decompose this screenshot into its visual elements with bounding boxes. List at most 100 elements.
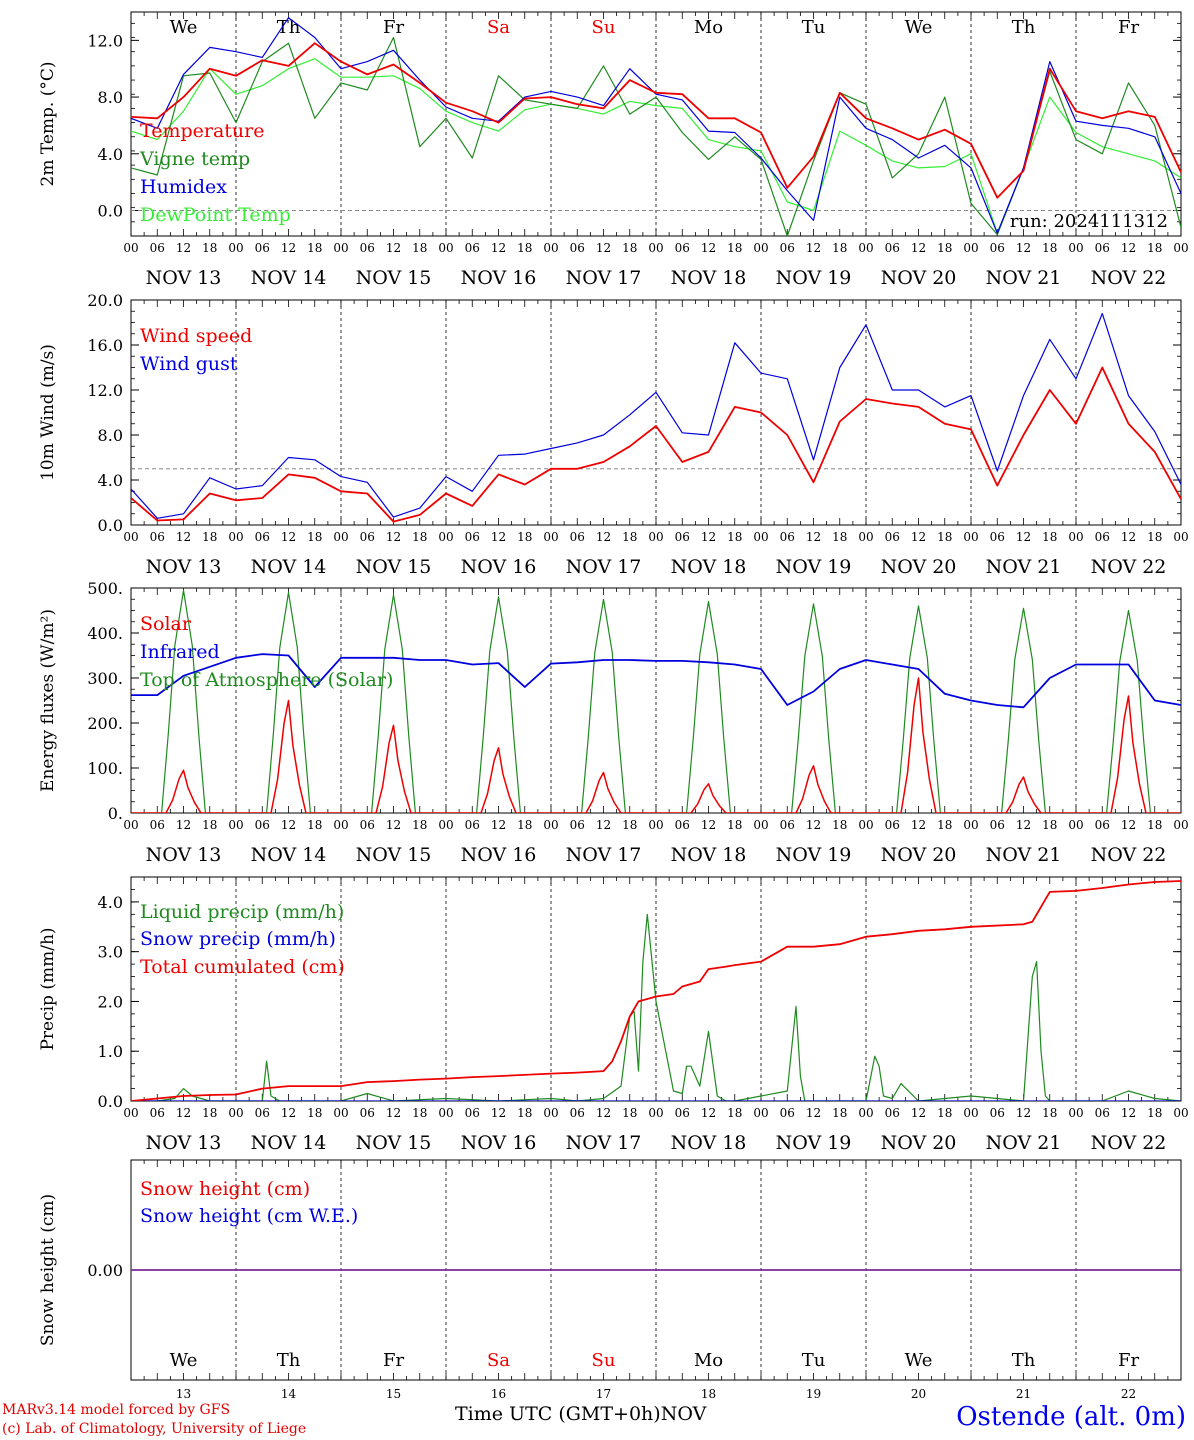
model-credit-line2: (c) Lab. of Climatology, University of L… — [2, 1421, 307, 1437]
panel4-date-label: NOV 17 — [566, 1132, 642, 1154]
panel3-hour-label: 12 — [386, 818, 401, 832]
panel3-hour-label: 00 — [1068, 818, 1083, 832]
panel3-hour-label: 12 — [491, 818, 506, 832]
panel5-day-number: 18 — [701, 1387, 716, 1401]
panel1-date-label: NOV 17 — [566, 267, 642, 289]
panel4-hour-label: 12 — [176, 1106, 191, 1120]
panel3-hour-label: 18 — [307, 818, 322, 832]
panel2-hour-label: 00 — [333, 530, 348, 544]
panel4-hour-label: 00 — [1173, 1106, 1188, 1120]
panel2-hour-label: 12 — [176, 530, 191, 544]
panel1-weekday-label: Fr — [383, 17, 404, 38]
panel1-hour-label: 00 — [228, 241, 243, 255]
panel1-hour-label: 18 — [517, 241, 532, 255]
panel3-hour-label: 06 — [780, 818, 795, 832]
panel2-hour-label: 18 — [1042, 530, 1057, 544]
panel2-hour-label: 12 — [1016, 530, 1031, 544]
panel4-hour-label: 00 — [123, 1106, 138, 1120]
panel4-date-label: NOV 16 — [461, 1132, 537, 1154]
panel4-legend-entry: Liquid precip (mm/h) — [140, 901, 344, 923]
panel1-hour-label: 12 — [701, 241, 716, 255]
panel1-date-label: NOV 15 — [356, 267, 432, 289]
panel2-hour-label: 12 — [911, 530, 926, 544]
panel5-weekday-label: Th — [277, 1350, 301, 1371]
panel1-hour-label: 12 — [1016, 241, 1031, 255]
panel4-date-label: NOV 13 — [146, 1132, 222, 1154]
panel5-weekday-label: We — [905, 1350, 933, 1371]
panel2-date-label: NOV 15 — [356, 556, 432, 578]
panel1-hour-label: 12 — [386, 241, 401, 255]
panel1-y-tick-label: 4.0 — [98, 145, 123, 164]
panel2-hour-label: 12 — [1121, 530, 1136, 544]
panel3-date-label: NOV 14 — [251, 844, 327, 866]
panel2-hour-label: 00 — [123, 530, 138, 544]
panel3-legend-entry: Top of Atmosphere (Solar) — [140, 669, 393, 691]
panel5-weekday-label: Fr — [383, 1350, 404, 1371]
panel3-legend-entry: Infrared — [140, 641, 220, 663]
panel4-hour-label: 12 — [1121, 1106, 1136, 1120]
panel3-hour-label: 00 — [1173, 818, 1188, 832]
panel4-hour-label: 00 — [438, 1106, 453, 1120]
run-label: run: 2024111312 — [1010, 211, 1168, 232]
panel4-hour-label: 12 — [386, 1106, 401, 1120]
panel3-hour-label: 12 — [911, 818, 926, 832]
panel4-date-label: NOV 18 — [671, 1132, 747, 1154]
panel1-date-label: NOV 14 — [251, 267, 327, 289]
panel1-hour-label: 12 — [596, 241, 611, 255]
panel4-y-tick-label: 1.0 — [98, 1042, 123, 1061]
panel4-hour-label: 12 — [281, 1106, 296, 1120]
panel3-date-label: NOV 22 — [1091, 844, 1167, 866]
panel2-date-label: NOV 22 — [1091, 556, 1167, 578]
panel2-date-label: NOV 13 — [146, 556, 222, 578]
panel4-hour-label: 12 — [491, 1106, 506, 1120]
panel4-hour-label: 12 — [701, 1106, 716, 1120]
panel2-hour-label: 06 — [780, 530, 795, 544]
panel4-hour-label: 18 — [412, 1106, 427, 1120]
panel2-hour-label: 06 — [675, 530, 690, 544]
panel2-y-tick-label: 0.0 — [98, 516, 123, 535]
panel5-day-number: 21 — [1016, 1387, 1031, 1401]
panel2-hour-label: 18 — [937, 530, 952, 544]
panel3-hour-label: 00 — [123, 818, 138, 832]
panel4-hour-label: 18 — [1042, 1106, 1057, 1120]
panel5-legend-entry: Snow height (cm) — [140, 1178, 310, 1200]
panel2-date-label: NOV 17 — [566, 556, 642, 578]
panel2-hour-label: 00 — [963, 530, 978, 544]
panel3-hour-label: 12 — [1121, 818, 1136, 832]
panel1-hour-label: 00 — [1173, 241, 1188, 255]
panel3-hour-label: 12 — [281, 818, 296, 832]
panel1-hour-label: 18 — [622, 241, 637, 255]
panel3-hour-label: 00 — [963, 818, 978, 832]
panel2-hour-label: 12 — [386, 530, 401, 544]
panel3-hour-label: 18 — [1042, 818, 1057, 832]
panel1-legend-entry: Humidex — [140, 176, 227, 198]
panel3-hour-label: 12 — [701, 818, 716, 832]
panel3-hour-label: 18 — [1147, 818, 1162, 832]
panel3-hour-label: 06 — [885, 818, 900, 832]
panel1-hour-label: 00 — [648, 241, 663, 255]
panel2-hour-label: 18 — [307, 530, 322, 544]
panel5-weekday-label: Tu — [802, 1350, 826, 1371]
panel2-hour-label: 00 — [1173, 530, 1188, 544]
panel2-hour-label: 00 — [543, 530, 558, 544]
panel4-hour-label: 00 — [543, 1106, 558, 1120]
panel1-hour-label: 12 — [491, 241, 506, 255]
panel2-hour-label: 00 — [753, 530, 768, 544]
panel3-hour-label: 00 — [228, 818, 243, 832]
panel3-hour-label: 18 — [832, 818, 847, 832]
panel5-day-number: 16 — [491, 1387, 506, 1401]
panel3-hour-label: 00 — [858, 818, 873, 832]
panel4-hour-label: 12 — [806, 1106, 821, 1120]
panel4-hour-label: 06 — [255, 1106, 270, 1120]
panel1-hour-label: 06 — [465, 241, 480, 255]
panel2-hour-label: 18 — [202, 530, 217, 544]
panel3-y-tick-label: 0. — [108, 804, 123, 823]
panel3-hour-label: 00 — [753, 818, 768, 832]
panel4-hour-label: 00 — [648, 1106, 663, 1120]
panel1-hour-label: 12 — [911, 241, 926, 255]
panel4-hour-label: 18 — [727, 1106, 742, 1120]
panel2-hour-label: 18 — [832, 530, 847, 544]
panel3-date-label: NOV 16 — [461, 844, 537, 866]
panel4-date-label: NOV 22 — [1091, 1132, 1167, 1154]
panel1-hour-label: 18 — [1042, 241, 1057, 255]
